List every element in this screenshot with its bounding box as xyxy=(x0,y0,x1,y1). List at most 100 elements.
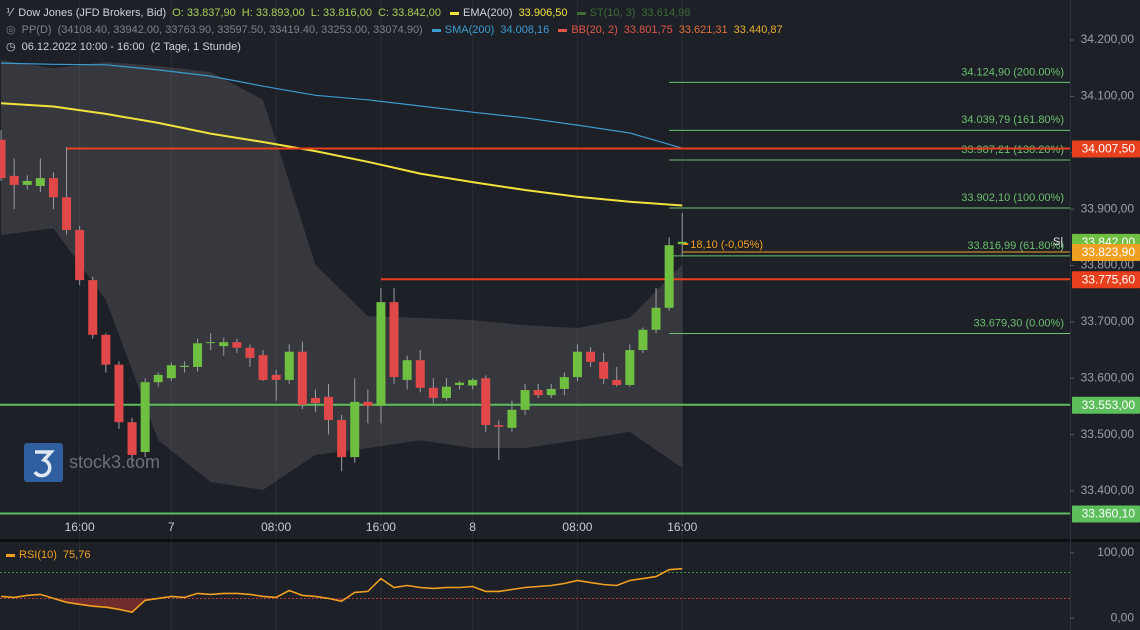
fib-label: 33.902,10 (100.00%) xyxy=(961,192,1064,204)
candle-body xyxy=(193,343,203,367)
sma-line xyxy=(0,62,683,149)
candle-body xyxy=(559,377,569,389)
candle-body xyxy=(572,351,582,378)
legend-name: PP(D) xyxy=(21,24,52,36)
ohlc: H: 33.893,00 xyxy=(241,7,305,19)
swatch xyxy=(6,553,15,557)
candle-body xyxy=(507,409,517,428)
rsi-line xyxy=(0,567,683,614)
candle-body xyxy=(62,197,72,230)
candle-body xyxy=(114,364,124,423)
fib-label: 33.816,99 (61.80%) xyxy=(967,240,1064,252)
x-tick-label: 08:00 xyxy=(562,520,592,534)
ohlc: C: 33.842,00 xyxy=(377,7,441,19)
candle-body xyxy=(35,178,45,187)
candle-body xyxy=(284,351,294,380)
price-badge-label: 34.007,50 xyxy=(1082,142,1136,156)
y-tick-label: 33.900,00 xyxy=(1081,201,1135,215)
candle-body xyxy=(0,139,6,179)
candle-body xyxy=(612,379,622,385)
candle-body xyxy=(179,365,189,367)
swatch xyxy=(558,28,568,32)
fib-label: 33.679,30 (0.00%) xyxy=(973,317,1064,329)
rsi-oversold-fill xyxy=(1,598,683,613)
candle-body xyxy=(297,351,307,405)
legend-line-1: ⅟ Dow Jones (JFD Brokers, Bid) O: 33.837,9… xyxy=(6,6,696,19)
y-tick-label: 0,00 xyxy=(1111,610,1135,624)
icon: ◷ xyxy=(6,41,16,53)
legend-name: SMA(200) xyxy=(444,24,495,36)
candle-body xyxy=(310,397,320,404)
rsi-legend: RSI(10) 75,76 xyxy=(6,549,96,561)
x-tick-label: 16:00 xyxy=(366,520,396,534)
icon: ⅟ xyxy=(6,7,13,19)
price-badge-label: 33.553,00 xyxy=(1082,398,1136,412)
swatch xyxy=(450,11,460,15)
change-label: 18,10 (-0,05%) xyxy=(690,239,763,251)
candle-body xyxy=(376,302,386,406)
instrument: Dow Jones (JFD Brokers, Bid) xyxy=(18,7,167,19)
logo-glyph xyxy=(33,450,55,478)
candle-body xyxy=(22,180,32,185)
candle-body xyxy=(664,245,674,308)
price-badge xyxy=(1072,396,1140,414)
legend-value: 33.801,75 xyxy=(623,24,673,36)
legend-value: 33.440,87 xyxy=(733,24,783,36)
candle-body xyxy=(455,382,465,385)
icon: ◎ xyxy=(6,24,16,36)
y-tick-label: 34.100,00 xyxy=(1081,89,1135,103)
span: (2 Tage, 1 Stunde) xyxy=(150,41,241,53)
candle-body xyxy=(245,347,255,358)
candle-body xyxy=(153,374,163,383)
legend-name: BB(20, 2) xyxy=(571,24,618,36)
legend-value: 33.614,98 xyxy=(641,7,691,19)
price-badge xyxy=(1072,140,1140,158)
candle-body xyxy=(441,386,451,398)
price-badge-label: 33.360,10 xyxy=(1082,507,1136,521)
legend-value: 75,76 xyxy=(62,549,91,561)
legend-name: ST(10, 3) xyxy=(589,7,636,19)
x-tick-label: 16:00 xyxy=(65,520,95,534)
candle-body xyxy=(271,374,281,380)
y-tick-label: 33.600,00 xyxy=(1081,370,1135,384)
candle-body xyxy=(586,351,596,362)
candle-body xyxy=(9,175,19,185)
y-tick-label: 33.700,00 xyxy=(1081,314,1135,328)
candle-body xyxy=(337,419,347,458)
swatch xyxy=(431,28,441,32)
candle-body xyxy=(232,342,242,348)
candle-body xyxy=(206,342,216,344)
candle-body xyxy=(363,401,373,406)
logo: stock3.com xyxy=(24,443,160,482)
legend-line-2: ◎ PP(D) (34108.40, 33942.00, 33763.90, 335… xyxy=(6,23,789,36)
bb-band xyxy=(1,60,683,490)
candle-body xyxy=(625,350,635,385)
y-tick-label: 34.200,00 xyxy=(1081,32,1135,46)
candle-body xyxy=(88,280,98,335)
legend-line-3: ◷ 06.12.2022 10:00 - 16:00 (2 Tage, 1 Stun… xyxy=(6,40,247,53)
candle-body xyxy=(166,365,176,379)
y-tick-label: 100,00 xyxy=(1097,545,1134,559)
ohlc: L: 33.816,00 xyxy=(310,7,372,19)
watermark: stock3.com xyxy=(69,452,160,472)
legend-value: 34.008,16 xyxy=(500,24,550,36)
candle-body xyxy=(75,229,85,281)
price-badge xyxy=(1072,244,1140,262)
candle-body xyxy=(533,390,543,396)
candle-body xyxy=(651,307,661,330)
y-tick-label: 33.500,00 xyxy=(1081,427,1135,441)
candle-body xyxy=(599,361,609,379)
price-badge xyxy=(1072,505,1140,523)
legend-value: 33.621,31 xyxy=(678,24,728,36)
swatch xyxy=(576,11,586,15)
candle-body xyxy=(428,387,438,398)
y-tick-label: 33.800,00 xyxy=(1081,258,1135,272)
candle-body xyxy=(468,379,478,386)
price-badge-label: 33.823,90 xyxy=(1082,245,1136,259)
axis-bg xyxy=(1070,0,1140,630)
candle-body xyxy=(389,302,399,378)
legend-value: (34108.40, 33942.00, 33763.90, 33597.50,… xyxy=(57,24,423,36)
legend-name: EMA(200) xyxy=(463,7,513,19)
